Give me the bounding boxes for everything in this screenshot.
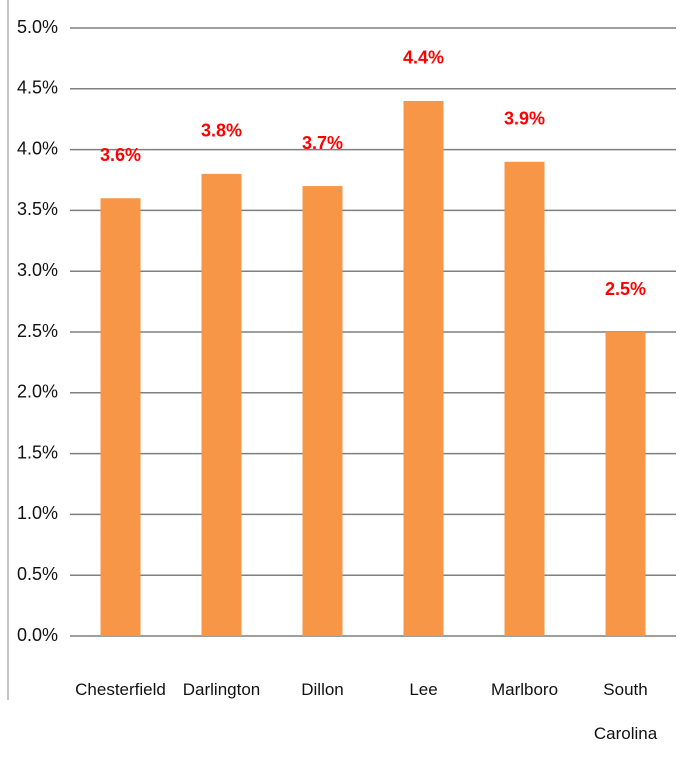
x-tick-label: Marlboro bbox=[490, 680, 559, 699]
value-label: 3.8% bbox=[201, 121, 242, 141]
value-label: 4.4% bbox=[403, 48, 444, 68]
y-tick-label: 3.0% bbox=[17, 260, 58, 280]
bar bbox=[504, 161, 545, 636]
value-label: 2.5% bbox=[605, 279, 646, 299]
bar bbox=[403, 100, 444, 636]
bar bbox=[302, 186, 343, 636]
y-tick-label: 4.0% bbox=[17, 138, 58, 158]
value-label: 3.7% bbox=[302, 133, 343, 153]
value-label: 3.9% bbox=[504, 109, 545, 129]
bar bbox=[201, 173, 242, 637]
bar bbox=[100, 198, 141, 637]
y-tick-label: 0.5% bbox=[17, 564, 58, 584]
bar bbox=[605, 332, 646, 636]
value-label: 3.6% bbox=[100, 145, 141, 165]
y-tick-label: 4.5% bbox=[17, 78, 58, 98]
x-tick-label: Chesterfield bbox=[75, 680, 166, 699]
y-tick-label: 3.5% bbox=[17, 199, 58, 219]
y-tick-label: 5.0% bbox=[17, 17, 58, 37]
x-tick-label: Darlington bbox=[182, 680, 261, 699]
y-tick-label: 2.5% bbox=[17, 321, 58, 341]
x-tick-label: Lee bbox=[409, 680, 438, 699]
y-tick-label: 2.0% bbox=[17, 382, 58, 402]
y-tick-label: 1.0% bbox=[17, 503, 58, 523]
y-tick-label: 1.5% bbox=[17, 442, 58, 462]
x-tick-label: South Carolina bbox=[593, 680, 658, 743]
x-tick-label: Dillon bbox=[301, 680, 344, 699]
y-tick-label: 0.0% bbox=[17, 625, 58, 645]
